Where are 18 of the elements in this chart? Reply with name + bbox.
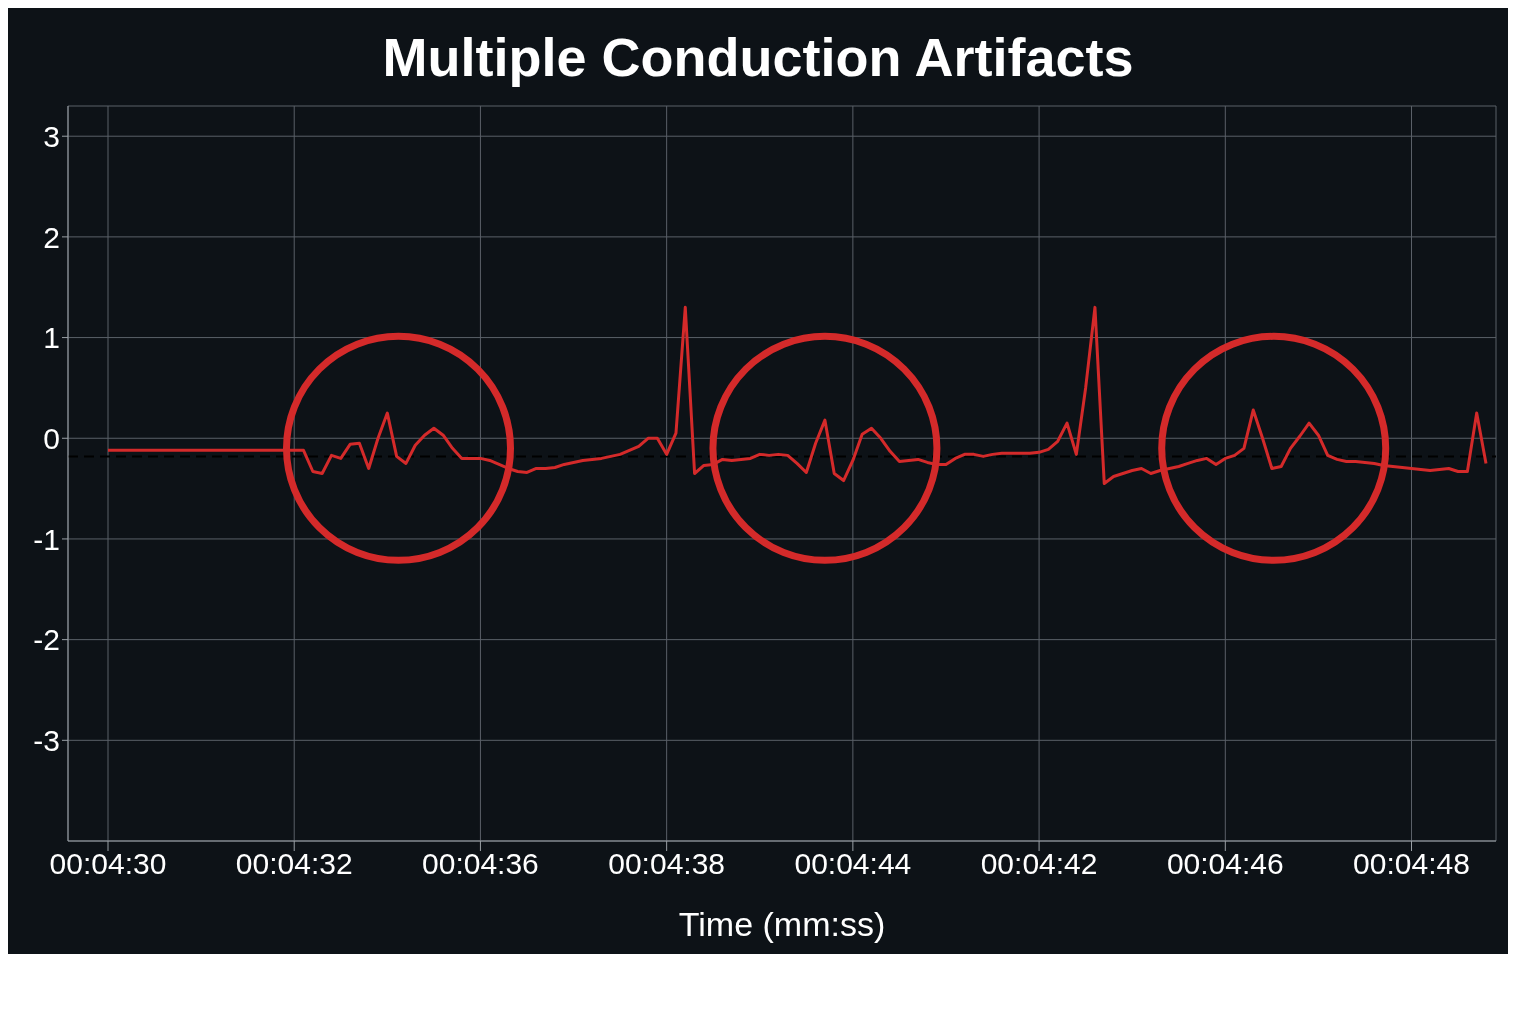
x-tick-label: 00:04:48 (1353, 847, 1470, 881)
y-tick-label: 0 (43, 421, 60, 455)
x-tick-label: 00:04:32 (235, 847, 353, 881)
line-series (106, 305, 1488, 486)
x-axis-title: Time (mm:ss) (678, 905, 886, 943)
x-tick-label: 00:04:46 (1166, 847, 1284, 881)
y-tick-label: -2 (33, 623, 60, 657)
x-tick-label: 00:04:36 (422, 847, 539, 881)
y-tick-label: 1 (43, 321, 60, 355)
y-tick-label: 3 (43, 119, 60, 153)
x-tick-label: 00:04:42 (980, 847, 1098, 881)
y-tick-label: -3 (33, 723, 60, 757)
x-tick-label: 00:04:44 (794, 847, 912, 881)
chart-title: Multiple Conduction Artifacts (381, 26, 1135, 89)
x-tick-label: 00:04:30 (49, 847, 167, 881)
y-tick-label: 2 (43, 220, 60, 254)
y-tick-label: -1 (33, 522, 60, 556)
x-tick-label: 00:04:38 (608, 847, 726, 881)
